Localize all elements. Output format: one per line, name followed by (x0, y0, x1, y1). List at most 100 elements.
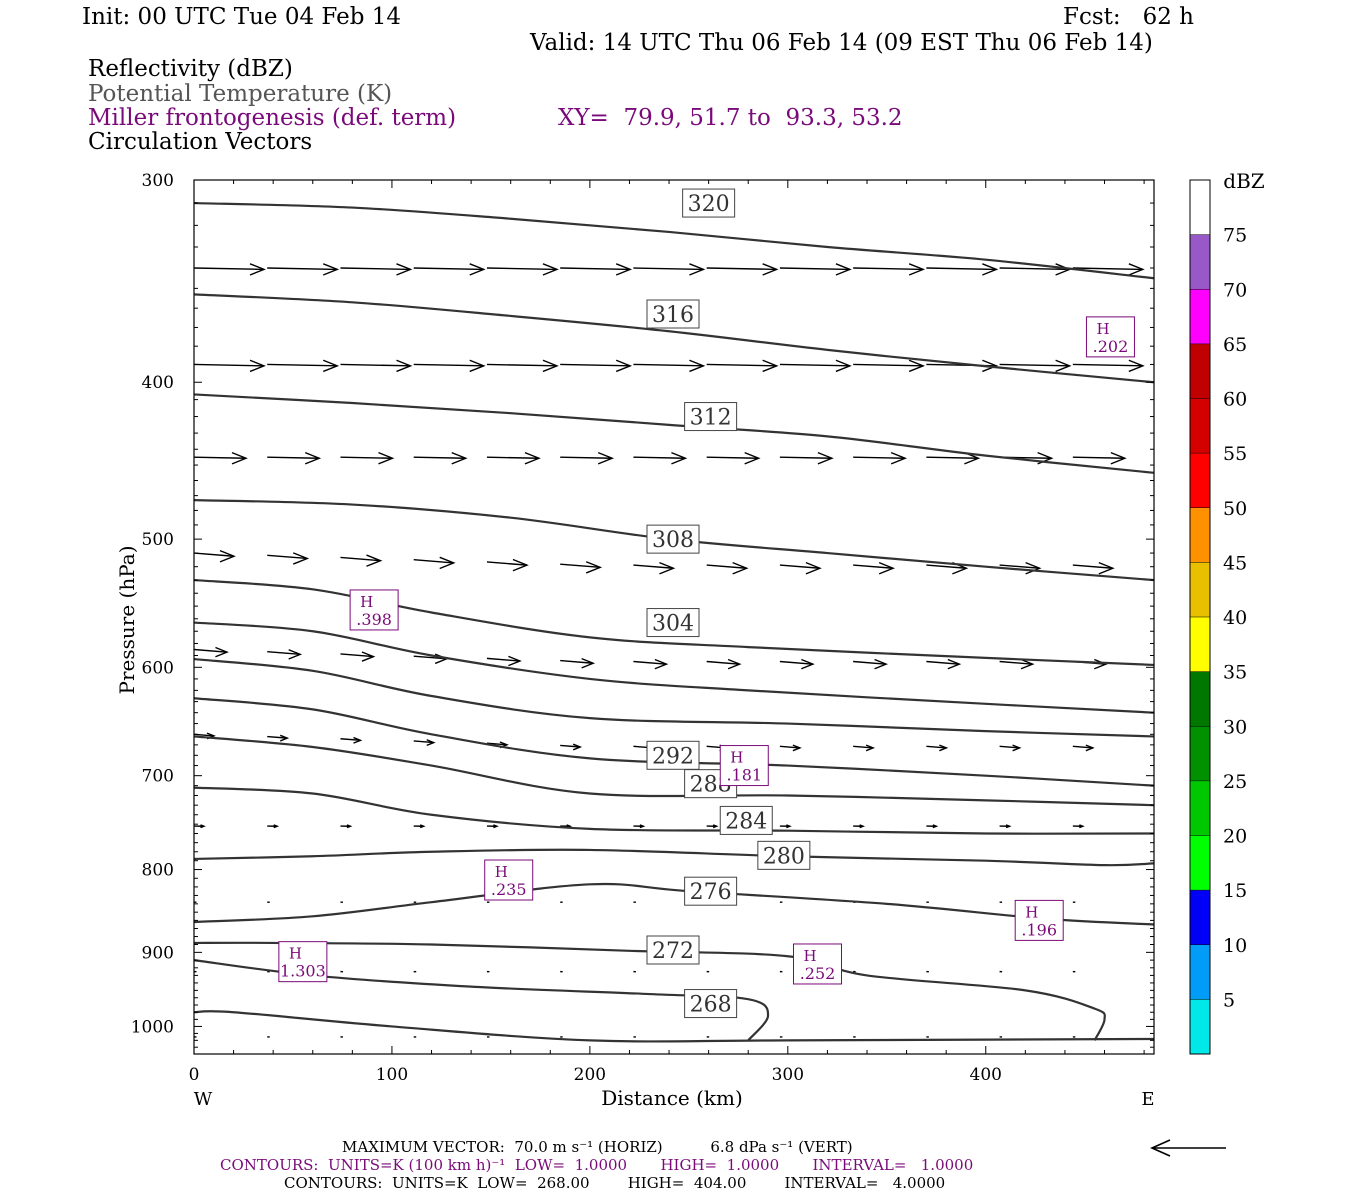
colorbar-label: 70 (1223, 279, 1247, 301)
circulation-vector-head (908, 359, 926, 373)
x-tick-label: 200 (574, 1065, 606, 1085)
theta-contour-line (193, 657, 1155, 738)
circulation-vector-head (865, 744, 876, 752)
circulation-vector-head (1025, 561, 1042, 575)
y-tick-label: 1000 (131, 1017, 174, 1037)
colorbar-segment (1190, 890, 1210, 945)
circulation-vector (633, 363, 704, 367)
colorbar-segment (1190, 835, 1210, 891)
circulation-vector (706, 363, 777, 367)
circulation-vector-head (1079, 824, 1085, 829)
circulation-vector (486, 742, 508, 746)
circulation-vector-head (361, 651, 376, 662)
circulation-vector (853, 660, 887, 665)
circulation-vector-head (835, 263, 852, 276)
circulation-vector (560, 563, 601, 569)
circulation-vector-head (249, 263, 266, 276)
theta-label: 316 (652, 303, 694, 328)
theta-contour-line (193, 578, 1155, 667)
circulation-vector (267, 651, 301, 656)
theta-label: 268 (690, 993, 732, 1018)
circulation-vector (193, 267, 265, 271)
x-end-east: E (1141, 1089, 1154, 1110)
colorbar-segment (1190, 234, 1210, 290)
theta-label-box (757, 840, 811, 870)
frontogenesis-max-value: .196 (1021, 920, 1057, 939)
theta-contour-line (193, 201, 1155, 280)
x-tick-label: 0 (189, 1065, 200, 1085)
circulation-vector-head (939, 744, 949, 752)
circulation-vector (340, 456, 393, 459)
y-tick-label: 400 (142, 373, 174, 393)
circulation-vector-head (419, 824, 426, 829)
theta-contour-line (193, 735, 1155, 807)
colorbar-segment (1190, 398, 1210, 454)
circulation-vector (267, 554, 308, 560)
theta-contour-line (193, 786, 1155, 835)
circulation-vector (853, 745, 874, 749)
x-end-west: W (194, 1089, 213, 1110)
colorbar-label: 50 (1223, 498, 1247, 520)
forecast-hour: Fcst: 62 h (1063, 4, 1194, 30)
circulation-vector (486, 456, 539, 459)
circulation-vector (413, 456, 466, 459)
circulation-vector-head (874, 658, 889, 670)
circulation-vector-head (689, 359, 706, 373)
circulation-vector (999, 564, 1040, 569)
reference-vector-arrow (1150, 1139, 1226, 1157)
axes: 300 400 500 600 700 800 900 1000 0 100 200 300 400 (131, 171, 1154, 1085)
circulation-vector-head (805, 561, 822, 575)
circulation-vector (779, 267, 850, 271)
circulation-vector-head (615, 263, 633, 276)
circulation-vector-head (982, 263, 999, 276)
colorbar-label: 5 (1223, 989, 1235, 1011)
circulation-vector-head (835, 359, 852, 373)
circulation-vector (853, 456, 906, 459)
colorbar-segment (1190, 453, 1210, 508)
circulation-vector (193, 552, 235, 557)
colorbar-label: 40 (1223, 607, 1247, 629)
x-tick-label: 300 (772, 1065, 804, 1085)
circulation-vector-head (859, 824, 866, 829)
circulation-vector-head (346, 824, 353, 829)
circulation-vector (633, 564, 674, 569)
colorbar-segment (1190, 999, 1210, 1054)
circulation-vector-head (659, 561, 676, 575)
frontogenesis-max-label: H (804, 947, 817, 965)
frontogenesis-max-value: .181 (726, 766, 762, 785)
colorbar-label: 25 (1223, 771, 1247, 793)
frontogenesis-max-box (1014, 899, 1064, 941)
frontogenesis-contour-note: CONTOURS: UNITS=K (100 km h)⁻¹ LOW= 1.00… (220, 1156, 974, 1174)
circulation-vector (486, 267, 557, 271)
circulation-vector-head (426, 739, 436, 747)
circulation-vector-head (762, 359, 779, 373)
theta-contour-line (193, 941, 1106, 1041)
circulation-vector (267, 267, 338, 271)
circulation-vector-head (908, 263, 926, 276)
colorbar-segment (1190, 671, 1210, 727)
theta-label: 304 (652, 612, 694, 637)
circulation-vector (779, 363, 850, 367)
theta-label: 308 (652, 528, 694, 553)
theta-label: 320 (688, 192, 730, 217)
reflectivity-colorbar: 5 10 15 20 25 30 35 40 45 50 55 60 65 70 75 (1189, 179, 1247, 1055)
y-tick-label: 900 (142, 943, 174, 963)
theta-contour-line (193, 697, 1155, 787)
circulation-vector-head (304, 451, 322, 465)
circulation-vector (779, 456, 832, 459)
circulation-vector-head (378, 451, 395, 465)
colorbar-label: 60 (1223, 389, 1247, 411)
circulation-vector-head (585, 561, 603, 574)
circulation-vector-head (727, 658, 742, 670)
field-reflectivity: Reflectivity (dBZ) (88, 56, 293, 82)
circulation-vector-head (493, 824, 499, 829)
theta-label: 280 (763, 844, 805, 869)
colorbar-label: 75 (1223, 225, 1247, 247)
colorbar-segment (1190, 289, 1210, 344)
circulation-vector (267, 735, 288, 739)
y-tick-label: 300 (142, 171, 174, 191)
circulation-vector (486, 363, 557, 367)
frontogenesis-max-value: 1.303 (280, 962, 326, 981)
circulation-vector (413, 267, 484, 271)
theta-label-box (684, 876, 738, 906)
